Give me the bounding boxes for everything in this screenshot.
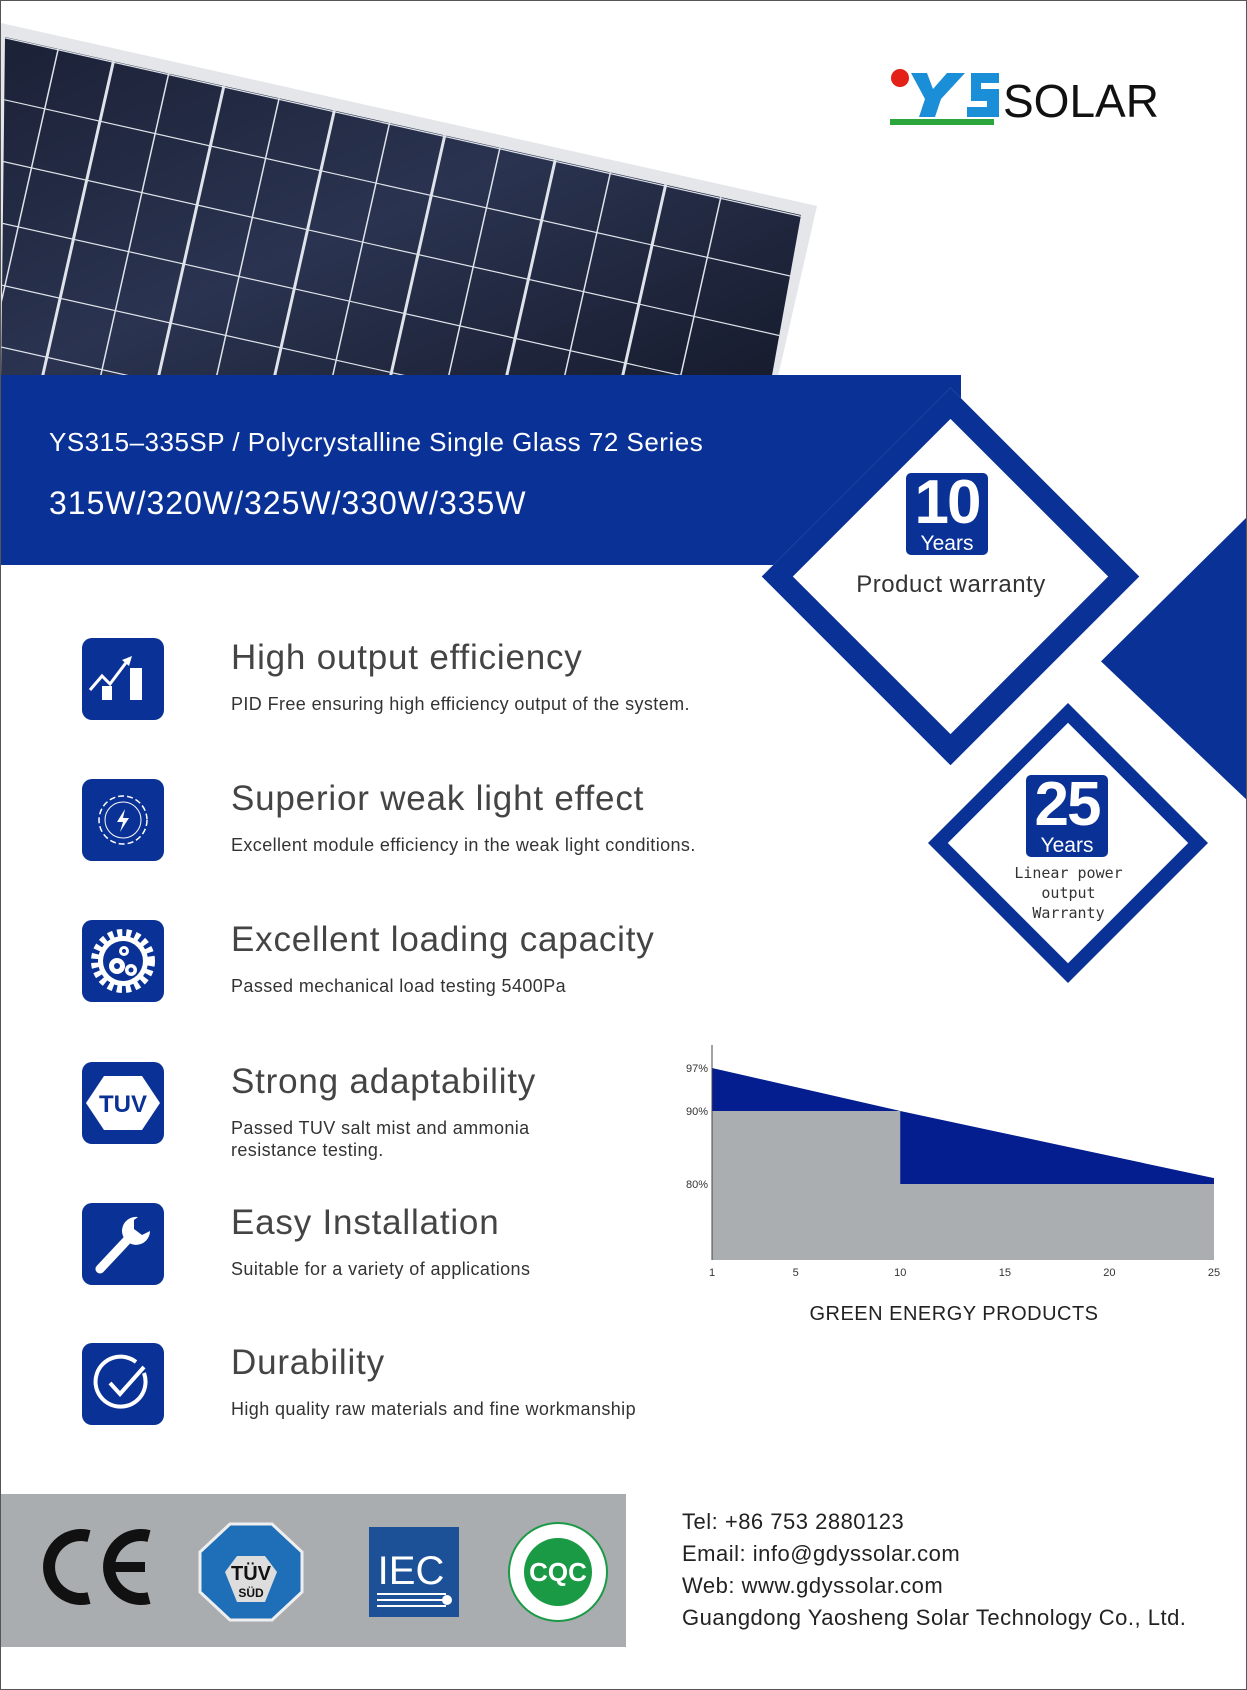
contact-info: Tel: +86 753 2880123 Email: info@gdyssol… [682,1506,1186,1634]
feature-item: Durability High quality raw materials an… [82,1343,636,1425]
y-tick-label: 90% [686,1106,708,1118]
cqc-icon: CQC [508,1522,608,1622]
feature-description: PID Free ensuring high efficiency output… [231,694,690,714]
x-tick-label: 10 [894,1267,906,1279]
feature-description: High quality raw materials and fine work… [231,1399,636,1419]
ce-mark-icon [43,1529,151,1605]
linear-warranty-label: Linear power output Warranty [981,863,1156,923]
svg-text:CQC: CQC [529,1557,587,1587]
product-banner: YS315–335SP / Polycrystalline Single Gla… [1,375,961,565]
svg-text:TÜV: TÜV [231,1562,272,1585]
feature-title: Superior weak light effect [231,779,645,818]
product-warranty-badge: 10 Years [906,468,988,555]
tuv-icon: TUV [82,1062,164,1144]
linear-warranty-badge: 25 Years [1026,770,1108,857]
x-tick-label: 1 [709,1267,715,1279]
feature-title: Excellent loading capacity [231,920,655,959]
contact-website[interactable]: Web: www.gdyssolar.com [682,1573,944,1598]
label-line: Linear power [1014,864,1123,882]
product-warranty-label: Product warranty [856,571,1046,598]
company-name: Guangdong Yaosheng Solar Technology Co.,… [682,1605,1187,1630]
feature-description: Passed mechanical load testing 5400Pa [231,976,567,996]
feature-item: TUV Strong adaptability Passed TUV salt … [82,1062,535,1160]
wrench-icon [82,1203,164,1285]
tuv-sud-icon: TÜV SÜD [198,1522,304,1622]
logo-text: SOLAR [1003,75,1159,127]
contact-email[interactable]: Email: info@gdyssolar.com [682,1541,961,1566]
x-tick-label: 25 [1208,1267,1220,1279]
y-tick-label: 97% [686,1063,708,1075]
x-tick-label: 5 [793,1267,799,1279]
x-tick-label: 15 [999,1267,1011,1279]
feature-item: Excellent loading capacity Passed mechan… [82,920,654,1002]
chart-growth-icon [82,638,164,720]
tuv-icon-text: TUV [99,1091,147,1118]
check-circle-icon [82,1343,164,1425]
warranty-years-unit: Years [1040,834,1094,857]
certifications-bar: TÜV SÜD IEC CQC [1,1494,626,1647]
warranty-years-unit: Years [920,532,974,555]
feature-title: Durability [231,1343,385,1382]
x-tick-label: 20 [1103,1267,1115,1279]
svg-text:IEC: IEC [378,1549,445,1593]
feature-description: Suitable for a variety of applications [231,1259,531,1279]
feature-title: High output efficiency [231,638,583,677]
iec-icon: IEC [369,1527,459,1617]
svg-text:SÜD: SÜD [238,1585,264,1600]
step-warranty-area [712,1111,1214,1260]
feature-title: Easy Installation [231,1203,500,1242]
ys-solar-logo: SOLAR [890,69,1159,127]
product-series-title: YS315–335SP / Polycrystalline Single Gla… [49,427,704,457]
label-line: output [1041,884,1096,902]
feature-description: Excellent module efficiency in the weak … [231,835,696,855]
contact-phone: Tel: +86 753 2880123 [682,1509,905,1534]
power-warranty-chart: 97%90%80% 1 5 10 15 20 25 GREEN ENERGY PRODUC… [686,1045,1220,1325]
label-line: Warranty [1032,904,1105,922]
warranty-years-number: 25 [1034,770,1102,839]
feature-description: Passed TUV salt mist and ammonia resista… [231,1118,530,1160]
warranty-years-number: 10 [914,468,982,537]
feature-item: Superior weak light effect Excellent mod… [82,779,695,861]
feature-item: Easy Installation Suitable for a variety… [82,1203,530,1285]
gears-icon [82,920,164,1002]
solar-panel-image [1,23,817,381]
lightning-icon [82,779,164,861]
y-tick-label: 80% [686,1179,708,1191]
feature-title: Strong adaptability [231,1062,537,1101]
feature-item: High output efficiency PID Free ensuring… [82,638,690,720]
power-ratings: 315W/320W/325W/330W/335W [49,485,527,521]
chart-caption: GREEN ENERGY PRODUCTS [809,1303,1098,1325]
